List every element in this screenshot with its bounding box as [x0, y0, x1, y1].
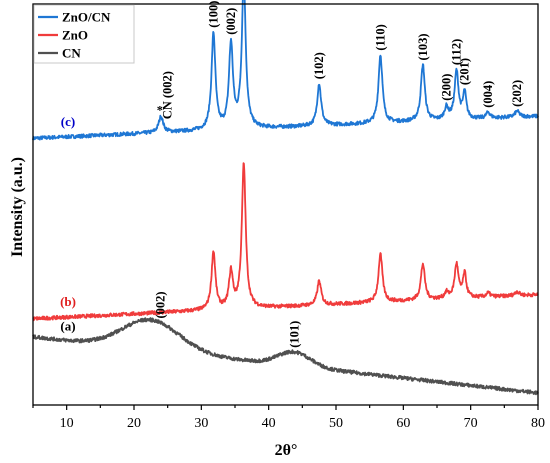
- peak-label: (101): [287, 321, 301, 348]
- peak-label: (201): [458, 58, 472, 85]
- peak-label: (100): [207, 1, 221, 28]
- series-line-cn: [32, 317, 539, 396]
- legend-entry-label: ZnO/CN: [62, 10, 111, 25]
- x-tick-label: 70: [464, 416, 478, 431]
- peak-label: (202): [510, 80, 524, 107]
- peak-label: (103): [416, 33, 430, 60]
- peak-label: (200): [439, 74, 453, 101]
- legend-entry-label: ZnO: [62, 28, 88, 43]
- legend-entry-label: CN: [62, 46, 81, 61]
- plot-frame: [32, 3, 539, 406]
- series-tag: (b): [60, 294, 76, 309]
- x-tick-label: 10: [60, 416, 74, 431]
- series-line-zno: [32, 162, 539, 322]
- x-tick-label: 30: [194, 416, 208, 431]
- peak-label: (102): [312, 52, 326, 79]
- cn-002-annotation: CN (002): [161, 71, 175, 119]
- series-layer: [32, 0, 539, 396]
- series-tag: (a): [60, 318, 75, 333]
- peak-label: (002): [153, 291, 167, 318]
- label-layer: (c)(100)(002)(101)(102)(110)(103)(200)(1…: [60, 1, 524, 348]
- x-tick-label: 40: [262, 416, 276, 431]
- asterisk-annotation: *: [157, 103, 163, 117]
- x-tick-label: 50: [329, 416, 343, 431]
- axis-layer: 10 20 30 40 50 60 70 80: [32, 3, 545, 431]
- y-axis-title: Intensity (a.u.): [9, 157, 26, 257]
- peak-label: (110): [373, 24, 387, 50]
- x-tick-label: 60: [396, 416, 410, 431]
- x-tick-label: 80: [531, 416, 545, 431]
- peak-label: (002): [224, 8, 238, 35]
- series-line-zno-cn: [32, 0, 539, 141]
- x-tick-label: 20: [127, 416, 141, 431]
- peak-label: (112): [450, 39, 464, 65]
- x-axis-title: 2θ°: [275, 442, 298, 459]
- legend: ZnO/CN ZnO CN: [33, 4, 135, 64]
- series-tag: (c): [61, 114, 75, 129]
- peak-label: (004): [481, 81, 495, 108]
